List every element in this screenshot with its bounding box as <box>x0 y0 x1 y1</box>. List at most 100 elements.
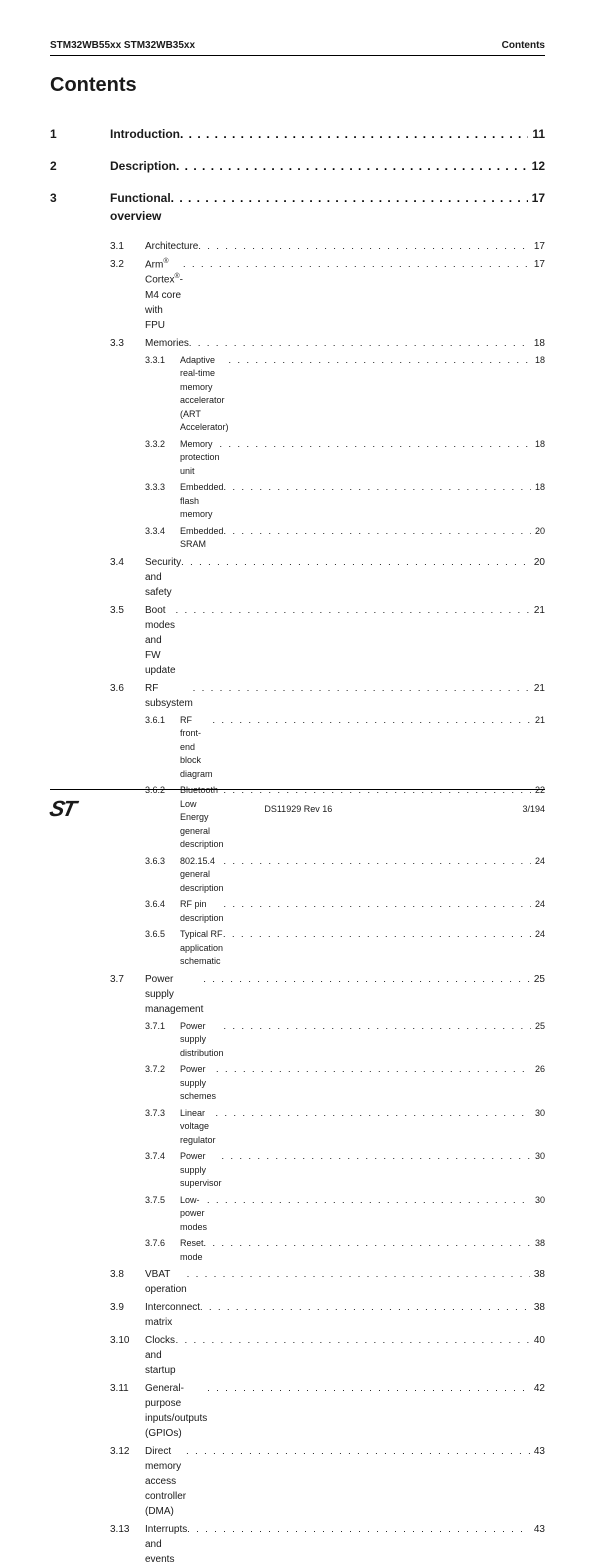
toc-leader-dots: . . . . . . . . . . . . . . . . . . . . … <box>224 525 531 539</box>
toc-label: Power supply supervisor <box>180 1150 222 1191</box>
toc-entry[interactable]: 3.6.5Typical RF application schematic . … <box>50 928 545 969</box>
toc-page: 17 <box>530 257 545 272</box>
toc-label: Arm® Cortex®-M4 core with FPU <box>145 257 183 333</box>
toc-entry[interactable]: 3.7.6Reset mode . . . . . . . . . . . . … <box>50 1237 545 1264</box>
toc-page: 24 <box>531 928 545 942</box>
toc-page: 17 <box>530 239 545 254</box>
toc-label: Power supply distribution <box>180 1020 224 1061</box>
toc-entry[interactable]: 3.6.4RF pin description . . . . . . . . … <box>50 898 545 925</box>
toc-number: 3.7.1 <box>145 1020 180 1034</box>
toc-number: 3.5 <box>110 603 145 618</box>
toc-page: 38 <box>531 1237 545 1251</box>
toc-page: 30 <box>531 1107 545 1121</box>
toc-leader-dots: . . . . . . . . . . . . . . . . . . . . … <box>193 682 530 696</box>
toc-leader-dots: . . . . . . . . . . . . . . . . . . . . … <box>186 1445 530 1459</box>
toc-entry[interactable]: 3.12Direct memory access controller (DMA… <box>50 1444 545 1519</box>
toc-entry[interactable]: 3.6.1RF front-end block diagram . . . . … <box>50 714 545 782</box>
toc-number: 3.13 <box>110 1522 145 1537</box>
toc-entry[interactable]: 3.7.5Low-power modes . . . . . . . . . .… <box>50 1194 545 1235</box>
toc-leader-dots: . . . . . . . . . . . . . . . . . . . . … <box>213 714 531 728</box>
toc-page: 18 <box>531 438 545 452</box>
toc-label: RF pin description <box>180 898 224 925</box>
toc-page: 21 <box>530 603 545 618</box>
toc-entry[interactable]: 3.7.3Linear voltage regulator . . . . . … <box>50 1107 545 1148</box>
toc-entry[interactable]: 3.9Interconnect matrix . . . . . . . . .… <box>50 1300 545 1330</box>
toc-leader-dots: . . . . . . . . . . . . . . . . . . . . … <box>180 125 528 143</box>
toc-entry[interactable]: 3.5Boot modes and FW update . . . . . . … <box>50 603 545 678</box>
toc-entry[interactable]: 3.7.4Power supply supervisor . . . . . .… <box>50 1150 545 1191</box>
toc-label: Interrupts and events <box>145 1522 187 1567</box>
toc-label: Security and safety <box>145 555 181 600</box>
toc-leader-dots: . . . . . . . . . . . . . . . . . . . . … <box>224 481 531 495</box>
toc-entry[interactable]: 3.6RF subsystem . . . . . . . . . . . . … <box>50 681 545 711</box>
toc-entry[interactable]: 3.3Memories . . . . . . . . . . . . . . … <box>50 336 545 351</box>
toc-number: 3.3 <box>110 336 145 351</box>
toc-leader-dots: . . . . . . . . . . . . . . . . . . . . … <box>207 1382 530 1396</box>
toc-page: 26 <box>531 1063 545 1077</box>
toc-entry[interactable]: 3.4Security and safety . . . . . . . . .… <box>50 555 545 600</box>
toc-entry[interactable]: 3.3.2Memory protection unit . . . . . . … <box>50 438 545 479</box>
toc-number: 3.6.3 <box>145 855 180 869</box>
toc-entry[interactable]: 3.11General-purpose inputs/outputs (GPIO… <box>50 1381 545 1441</box>
toc-page: 18 <box>531 481 545 495</box>
toc-entry[interactable]: 3.3.3Embedded flash memory . . . . . . .… <box>50 481 545 522</box>
st-logo: ST <box>47 796 77 822</box>
toc-entry[interactable]: 3.1Architecture . . . . . . . . . . . . … <box>50 239 545 254</box>
toc-entry[interactable]: 3.3.1Adaptive real-time memory accelerat… <box>50 354 545 435</box>
toc-label: RF front-end block diagram <box>180 714 213 782</box>
toc-leader-dots: . . . . . . . . . . . . . . . . . . . . … <box>176 604 530 618</box>
toc-number: 3.6.4 <box>145 898 180 912</box>
toc-entry[interactable]: 3.10Clocks and startup . . . . . . . . .… <box>50 1333 545 1378</box>
toc-number: 3.7.4 <box>145 1150 180 1164</box>
toc-leader-dots: . . . . . . . . . . . . . . . . . . . . … <box>223 928 531 942</box>
toc-entry[interactable]: 3.6.3802.15.4 general description . . . … <box>50 855 545 896</box>
toc-label: 802.15.4 general description <box>180 855 224 896</box>
toc-leader-dots: . . . . . . . . . . . . . . . . . . . . … <box>198 240 530 254</box>
toc-label: Memory protection unit <box>180 438 220 479</box>
toc-entry[interactable]: 3Functional overview . . . . . . . . . .… <box>50 189 545 225</box>
toc-entry[interactable]: 2Description . . . . . . . . . . . . . .… <box>50 157 545 175</box>
toc-label: Interconnect matrix <box>145 1300 200 1330</box>
toc-leader-dots: . . . . . . . . . . . . . . . . . . . . … <box>189 337 530 351</box>
toc-leader-dots: . . . . . . . . . . . . . . . . . . . . … <box>181 556 530 570</box>
toc-entry[interactable]: 3.7.1Power supply distribution . . . . .… <box>50 1020 545 1061</box>
table-of-contents: 1Introduction . . . . . . . . . . . . . … <box>50 125 545 1567</box>
toc-entry[interactable]: 3.2Arm® Cortex®-M4 core with FPU . . . .… <box>50 257 545 333</box>
toc-label: Architecture <box>145 239 198 254</box>
toc-leader-dots: . . . . . . . . . . . . . . . . . . . . … <box>220 438 531 452</box>
toc-number: 3.2 <box>110 257 145 272</box>
toc-page: 20 <box>531 525 545 539</box>
toc-entry[interactable]: 3.7.2Power supply schemes . . . . . . . … <box>50 1063 545 1104</box>
toc-leader-dots: . . . . . . . . . . . . . . . . . . . . … <box>200 1301 530 1315</box>
toc-number: 3.1 <box>110 239 145 254</box>
toc-leader-dots: . . . . . . . . . . . . . . . . . . . . … <box>207 1194 531 1208</box>
toc-entry[interactable]: 1Introduction . . . . . . . . . . . . . … <box>50 125 545 143</box>
toc-page: 20 <box>530 555 545 570</box>
toc-leader-dots: . . . . . . . . . . . . . . . . . . . . … <box>203 973 530 987</box>
footer-page-number: 3/194 <box>522 804 545 814</box>
header-right: Contents <box>502 40 545 51</box>
toc-label: Direct memory access controller (DMA) <box>145 1444 186 1519</box>
toc-leader-dots: . . . . . . . . . . . . . . . . . . . . … <box>229 354 531 368</box>
toc-leader-dots: . . . . . . . . . . . . . . . . . . . . … <box>224 1020 531 1034</box>
toc-page: 17 <box>528 189 545 207</box>
toc-page: 42 <box>530 1381 545 1396</box>
footer-doc-id: DS11929 Rev 16 <box>264 804 332 814</box>
toc-entry[interactable]: 3.7Power supply management . . . . . . .… <box>50 972 545 1017</box>
toc-entry[interactable]: 3.13Interrupts and events . . . . . . . … <box>50 1522 545 1567</box>
toc-entry[interactable]: 3.3.4Embedded SRAM . . . . . . . . . . .… <box>50 525 545 552</box>
toc-entry[interactable]: 3.8VBAT operation . . . . . . . . . . . … <box>50 1267 545 1297</box>
toc-number: 3.3.4 <box>145 525 180 539</box>
toc-page: 18 <box>530 336 545 351</box>
toc-label: General-purpose inputs/outputs (GPIOs) <box>145 1381 207 1441</box>
toc-label: Clocks and startup <box>145 1333 176 1378</box>
toc-leader-dots: . . . . . . . . . . . . . . . . . . . . … <box>176 157 528 175</box>
toc-page: 40 <box>530 1333 545 1348</box>
toc-number: 3.4 <box>110 555 145 570</box>
toc-label: Linear voltage regulator <box>180 1107 216 1148</box>
toc-number: 3.3.2 <box>145 438 180 452</box>
toc-label: Functional overview <box>110 189 171 225</box>
toc-page: 11 <box>528 125 545 143</box>
toc-number: 3 <box>50 189 110 207</box>
toc-number: 3.7.2 <box>145 1063 180 1077</box>
